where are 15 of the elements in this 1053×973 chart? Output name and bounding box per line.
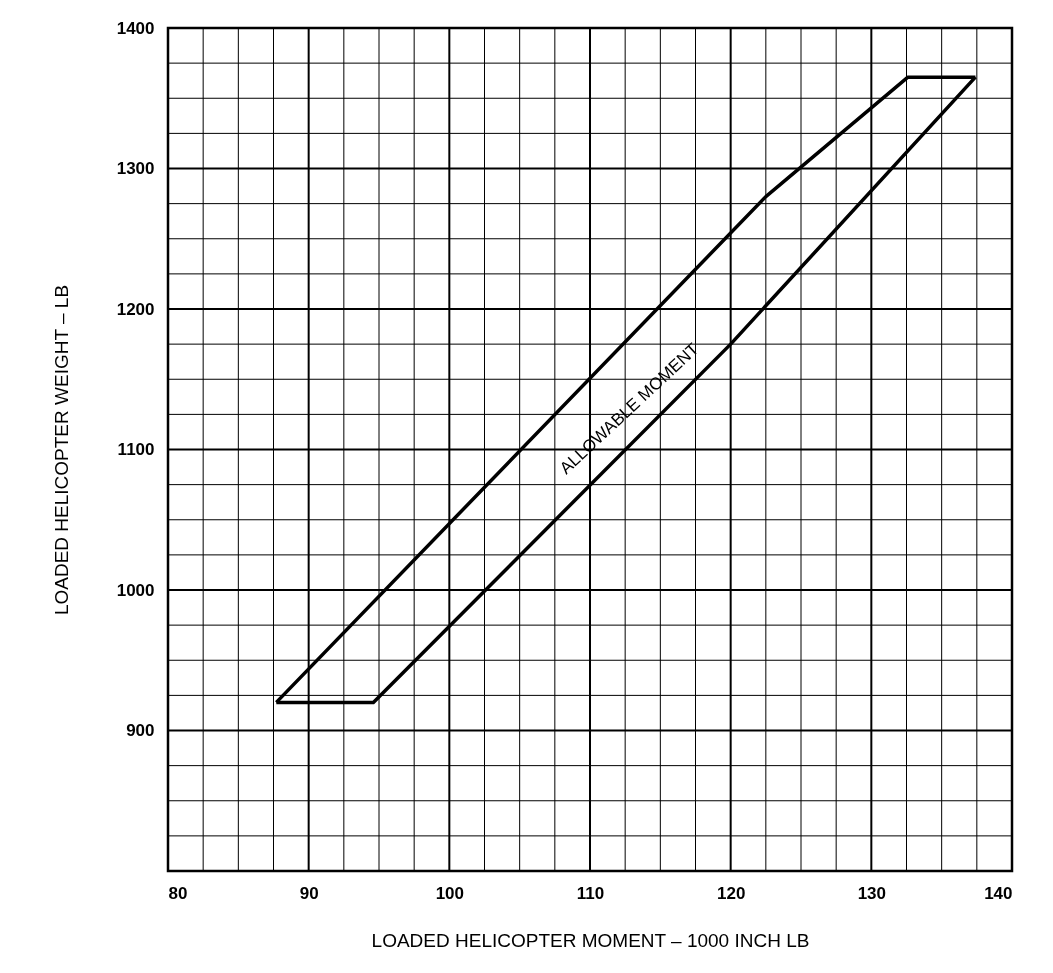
y-tick-label: 1100 [117,440,155,459]
y-tick-label: 1300 [116,159,155,178]
x-tick-label: 80 [168,883,188,903]
y-tick-label: 1200 [116,299,155,319]
y-axis-title: LOADED HELICOPTER WEIGHT – LB [50,284,72,616]
x-tick-label: 90 [299,883,319,903]
x-tick-label: 140 [984,883,1013,903]
x-tick-label: 100 [435,883,465,903]
x-tick-label: 110 [576,883,605,903]
x-tick-label: 130 [857,883,887,903]
x-axis-title: LOADED HELICOPTER MOMENT – 1000 INCH LB [371,929,810,951]
y-tick-label: 900 [126,721,155,740]
y-tick-label: 1400 [116,18,155,38]
x-tick-label: 120 [716,883,746,903]
y-tick-label: 1000 [116,580,155,600]
